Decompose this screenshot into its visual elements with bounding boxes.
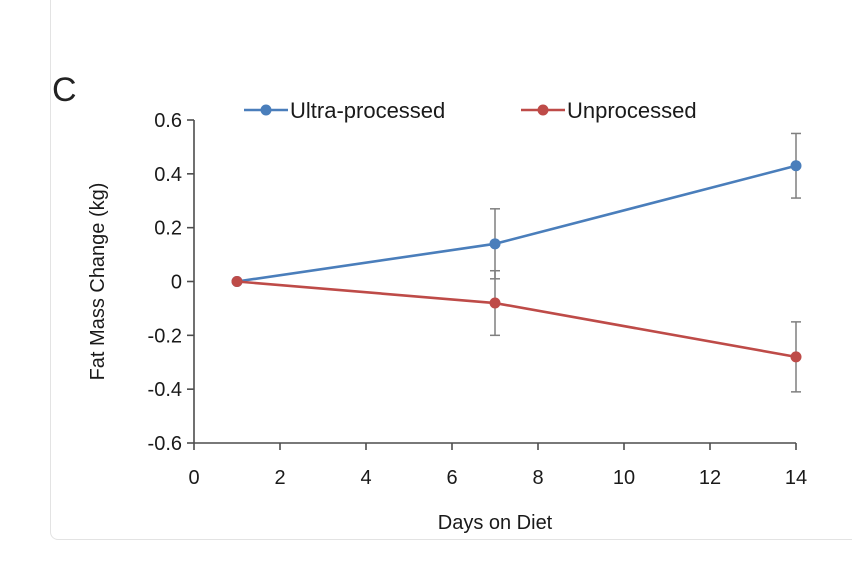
data-point — [489, 297, 501, 309]
series-ultra-processed — [231, 132, 802, 287]
x-tick-label: 6 — [446, 467, 457, 489]
legend-swatch-marker — [260, 104, 272, 116]
y-tick-label: 0 — [171, 272, 182, 294]
y-axis-title: Fat Mass Change (kg) — [87, 183, 109, 381]
data-point — [231, 276, 243, 287]
legend-label: Unprocessed — [567, 98, 697, 123]
x-tick-label: 14 — [785, 467, 807, 489]
series-line — [236, 280, 797, 359]
x-tick-label: 0 — [188, 467, 199, 489]
x-tick-label: 10 — [613, 467, 635, 489]
series-line — [236, 164, 797, 283]
legend-label: Ultra-processed — [290, 98, 445, 123]
y-ticks: -0.6 -0.4 -0.2 0 0.2 0.4 0.6 — [148, 110, 194, 455]
y-tick-label: 0.2 — [154, 218, 182, 240]
x-axis-title: Days on Diet — [438, 512, 553, 534]
x-tick-label: 2 — [274, 467, 285, 489]
y-tick-label: 0.4 — [154, 164, 182, 186]
x-ticks: 0 2 4 6 8 10 12 14 — [188, 443, 807, 489]
x-tick-label: 8 — [532, 467, 543, 489]
data-point — [790, 351, 802, 363]
data-point — [489, 238, 501, 250]
series-unprocessed — [231, 269, 802, 393]
legend-item: Ultra-processed — [244, 98, 445, 123]
data-point — [790, 160, 802, 172]
legend: Ultra-processed Unprocessed — [244, 98, 697, 123]
x-tick-label: 12 — [699, 467, 721, 489]
y-tick-label: -0.4 — [148, 379, 182, 401]
plot-area — [231, 132, 802, 393]
panel-letter: C — [52, 71, 77, 109]
legend-swatch-marker — [537, 104, 549, 116]
y-tick-label: 0.6 — [154, 110, 182, 132]
y-tick-label: -0.6 — [148, 433, 182, 455]
legend-item: Unprocessed — [521, 98, 697, 123]
y-tick-label: -0.2 — [148, 325, 182, 347]
figure-card — [50, 0, 852, 540]
x-tick-label: 4 — [360, 467, 371, 489]
